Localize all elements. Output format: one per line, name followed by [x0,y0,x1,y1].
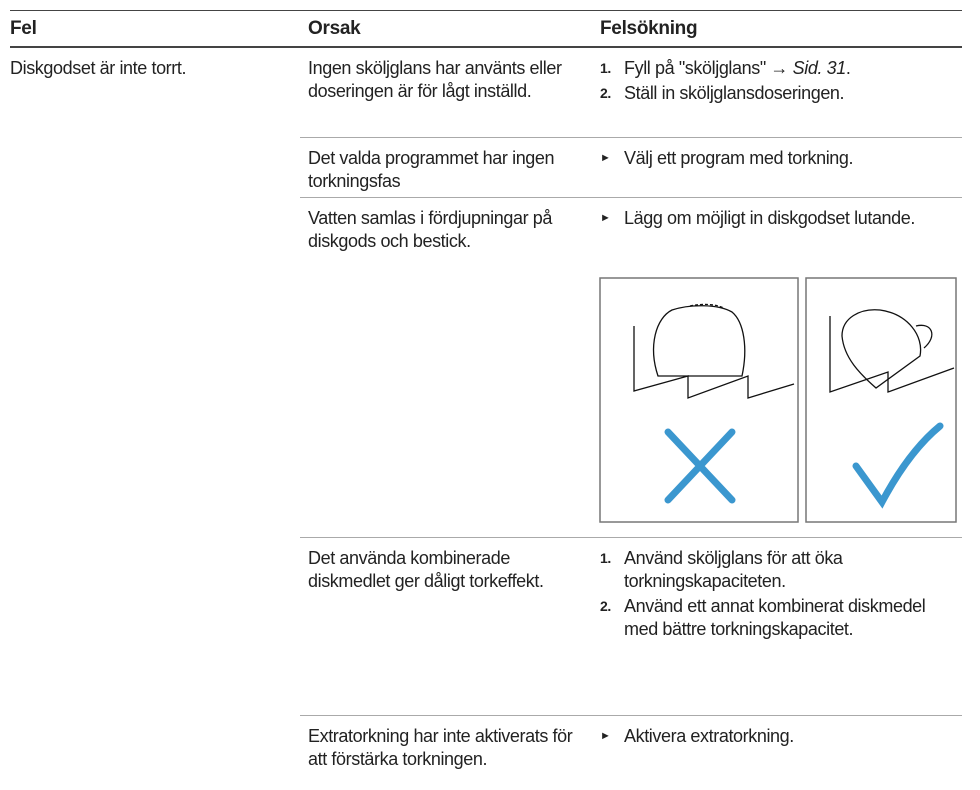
fault-cell: Diskgodset är inte torrt. [10,58,187,78]
fix-cell: ► Aktivera extratorkning. [600,725,952,750]
bullet: ► [600,212,611,224]
step-text-part: Aktivera extratorkning. [624,726,794,746]
header-cell: Felsökning [600,18,698,39]
cause-cell: Det använda kombinerade diskmedlet ger d… [308,548,544,591]
top-rule [10,10,962,11]
step-text: Fyll på "sköljglans" → Sid. 31. [624,57,851,80]
cause-cell: Vatten samlas i fördjupningar på diskgod… [308,208,553,251]
step: 2. Ställ in sköljglansdoseringen. [600,82,952,105]
step: ► Välj ett program med torkning. [600,147,952,170]
step-text-part: Ställ in sköljglansdoseringen. [624,83,845,103]
step: ► Aktivera extratorkning. [600,725,952,748]
header-cell: Orsak [308,18,361,39]
step-number: 1. [600,550,611,566]
step-text-part: Använd ett annat kombinerat diskmedel me… [624,596,926,639]
step: ► Lägg om möjligt in diskgodset lutande. [600,207,952,230]
step-text: Lägg om möjligt in diskgodset lutande. [624,207,915,230]
fix-cell: 1. Fyll på "sköljglans" → Sid. 31. 2. Ställ… [600,57,952,107]
cause-cell: Ingen sköljglans har använts eller doser… [308,58,562,101]
row-separator [300,137,962,138]
step-text-end: . [845,58,851,78]
fix-cell: ► Välj ett program med torkning. [600,147,952,172]
page-reference: Sid. 31 [792,58,847,78]
header-cell: Fel [10,18,37,39]
bullet: ► [600,152,611,164]
step: 1. Fyll på "sköljglans" → Sid. 31. [600,57,952,80]
step-text: Ställ in sköljglansdoseringen. [624,82,845,105]
fix-cell: 1. Använd sköljglans för att öka torkning… [600,547,952,643]
cause-cell: Det valda programmet har ingen torknings… [308,148,555,191]
header-rule [10,46,962,48]
step-text: Använd sköljglans för att öka torkningsk… [624,547,952,593]
cause-cell: Extratorkning har inte aktiverats för at… [308,726,573,769]
step-text: Använd ett annat kombinerat diskmedel me… [624,595,952,641]
step-text-part: Lägg om möjligt in diskgodset lutande. [624,208,915,228]
illustration [599,277,957,523]
step-text-part: Välj ett program med torkning. [624,148,854,168]
step-text: Aktivera extratorkning. [624,725,794,748]
step: 2. Använd ett annat kombinerat diskmedel … [600,595,952,641]
step-number: 2. [600,85,611,101]
row-separator [300,715,962,716]
step-text: Välj ett program med torkning. [624,147,854,170]
row-separator [300,197,962,198]
step-number: 1. [600,60,611,76]
step-number: 2. [600,598,611,614]
step-text-part: Använd sköljglans för att öka torkningsk… [624,548,843,591]
step: 1. Använd sköljglans för att öka torkning… [600,547,952,593]
bullet: ► [600,730,611,742]
fix-cell: ► Lägg om möjligt in diskgodset lutande. [600,207,952,232]
step-text-part: Fyll på "sköljglans" → [624,58,793,78]
row-separator [300,537,962,538]
